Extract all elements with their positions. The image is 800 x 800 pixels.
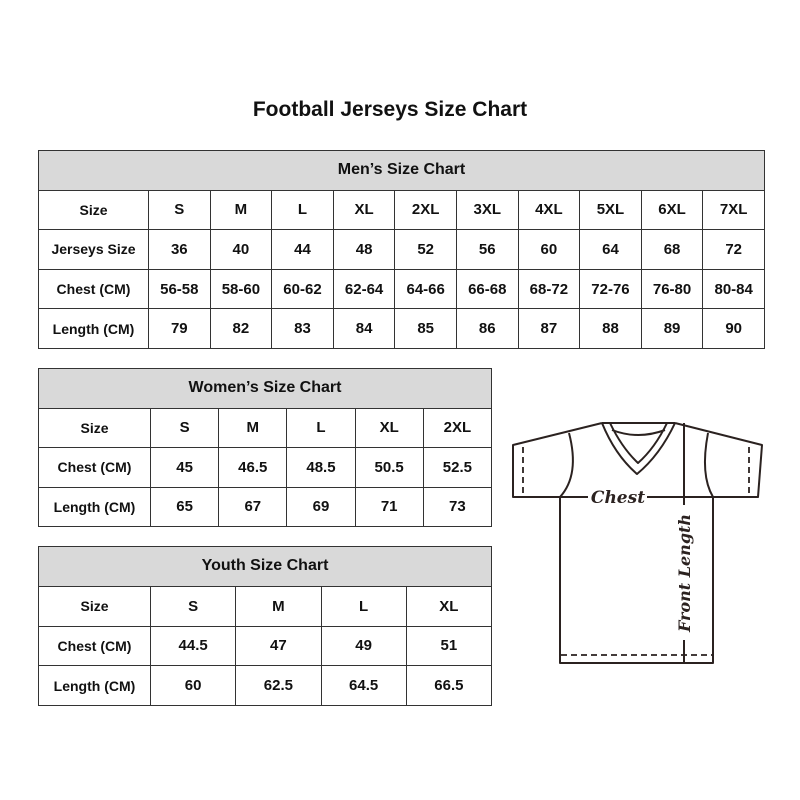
table-cell: 51 (405, 625, 493, 667)
row-label: Jerseys Size (38, 229, 149, 270)
table-cell: 79 (148, 308, 211, 349)
table-row: Length (CM) 65 67 69 71 73 (38, 486, 493, 527)
table-row: Size S M L XL (38, 585, 493, 627)
table-cell: 66-68 (455, 268, 519, 310)
table-row: Size S M L XL 2XL 3XL 4XL 5XL 6XL 7XL (38, 189, 765, 231)
table-cell: 48 (332, 229, 396, 270)
table-cell: 60 (517, 229, 581, 270)
row-label: Length (CM) (38, 308, 149, 349)
table-row: Jerseys Size 36 40 44 48 52 56 60 64 68 72 (38, 229, 765, 270)
table-cell: 88 (579, 308, 642, 349)
table-cell: S (149, 407, 220, 448)
table-cell: 6XL (640, 189, 704, 231)
table-caption: Youth Size Chart (38, 546, 492, 587)
table-cell: 5XL (579, 189, 642, 231)
men-size-table: Men’s Size Chart Size S M L XL 2XL 3XL 4XL 5XL 6XL… (38, 150, 765, 349)
table-row: Size S M L XL 2XL (38, 407, 493, 448)
table-cell: 71 (354, 486, 424, 527)
table-cell: 73 (422, 486, 493, 527)
table-cell: 87 (517, 308, 581, 349)
table-caption: Men’s Size Chart (38, 150, 765, 191)
table-cell: 86 (455, 308, 519, 349)
jersey-armhole-left (559, 432, 574, 498)
table-cell: 76-80 (640, 268, 704, 310)
page-title: Football Jerseys Size Chart (252, 98, 528, 121)
table-cell: 90 (702, 308, 765, 349)
row-label: Size (38, 585, 151, 627)
table-cell: 64.5 (320, 665, 407, 707)
table-cell: 7XL (702, 189, 765, 231)
table-cell: L (286, 407, 356, 448)
women-size-table: Women’s Size Chart Size S M L XL 2XL Chest (CM)… (38, 368, 493, 527)
table-cell: 85 (394, 308, 457, 349)
table-cell: 80-84 (702, 268, 765, 310)
table-cell: L (271, 189, 334, 231)
table-cell: 44.5 (149, 625, 237, 667)
table-row: Length (CM) 60 62.5 64.5 66.5 (38, 665, 493, 707)
table-cell: 44 (271, 229, 334, 270)
table-cell: 56-58 (148, 268, 211, 310)
table-cell: 49 (320, 625, 407, 667)
table-cell: 45 (149, 447, 220, 488)
jersey-collar (601, 422, 676, 475)
table-cell: 68 (640, 229, 704, 270)
table-cell: 66.5 (405, 665, 493, 707)
table-cell: 36 (148, 229, 211, 270)
table-cell: 60-62 (271, 268, 334, 310)
table-cell: 40 (209, 229, 273, 270)
row-label: Chest (CM) (38, 447, 151, 488)
table-row: Chest (CM) 44.5 47 49 51 (38, 625, 493, 667)
jersey-outline (512, 422, 763, 664)
youth-size-table: Youth Size Chart Size S M L XL Chest (CM) 44.5 4… (38, 546, 493, 707)
table-row: Chest (CM) 45 46.5 48.5 50.5 52.5 (38, 447, 493, 488)
table-cell: 72-76 (579, 268, 642, 310)
table-cell: 60 (149, 665, 237, 707)
table-cell: 69 (286, 486, 356, 527)
table-cell: 82 (209, 308, 273, 349)
table-cell: 48.5 (286, 447, 356, 488)
table-cell: S (149, 585, 237, 627)
table-cell: 84 (332, 308, 396, 349)
chest-label: Chest (591, 488, 645, 508)
table-cell: 47 (235, 625, 322, 667)
row-label: Chest (CM) (38, 625, 151, 667)
row-label: Length (CM) (38, 486, 151, 527)
table-cell: M (235, 585, 322, 627)
table-caption: Women’s Size Chart (38, 368, 492, 409)
row-label: Size (38, 407, 151, 448)
table-cell: 62-64 (332, 268, 396, 310)
jersey-armhole-right (704, 432, 714, 498)
table-row: Length (CM) 79 82 83 84 85 86 87 88 89 90 (38, 308, 765, 349)
table-cell: M (218, 407, 288, 448)
table-cell: 50.5 (354, 447, 424, 488)
table-cell: XL (405, 585, 493, 627)
table-cell: 52.5 (422, 447, 493, 488)
front-length-label: Front Length (675, 514, 694, 633)
table-cell: 67 (218, 486, 288, 527)
table-cell: XL (354, 407, 424, 448)
table-cell: L (320, 585, 407, 627)
table-cell: 65 (149, 486, 220, 527)
table-cell: 2XL (422, 407, 493, 448)
table-cell: 62.5 (235, 665, 322, 707)
row-label: Size (38, 189, 149, 231)
table-cell: XL (332, 189, 396, 231)
table-cell: 68-72 (517, 268, 581, 310)
